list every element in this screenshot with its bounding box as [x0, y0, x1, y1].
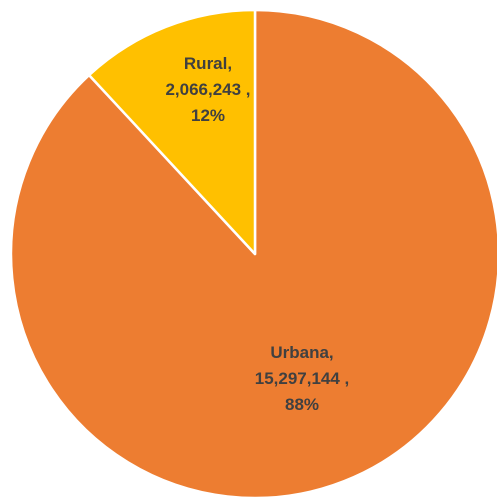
slices-layer: [9, 8, 497, 500]
slice-label-line: 15,297,144 ,: [255, 369, 350, 388]
slice-label-line: 88%: [285, 395, 319, 414]
slice-label-line: Rural,: [184, 54, 232, 73]
slice-label-line: 2,066,243 ,: [165, 80, 250, 99]
slice-label-urbana: Urbana, 15,297,144 , 88%: [255, 343, 350, 414]
slice-label-line: Urbana,: [270, 343, 333, 362]
pie-slice-rural: [87, 8, 257, 256]
slice-label-rural: Rural, 2,066,243 , 12%: [165, 54, 250, 125]
slice-label-line: 12%: [191, 106, 225, 125]
labels-layer: Urbana, 15,297,144 , 88% Rural, 2,066,243 , 1…: [165, 54, 349, 414]
